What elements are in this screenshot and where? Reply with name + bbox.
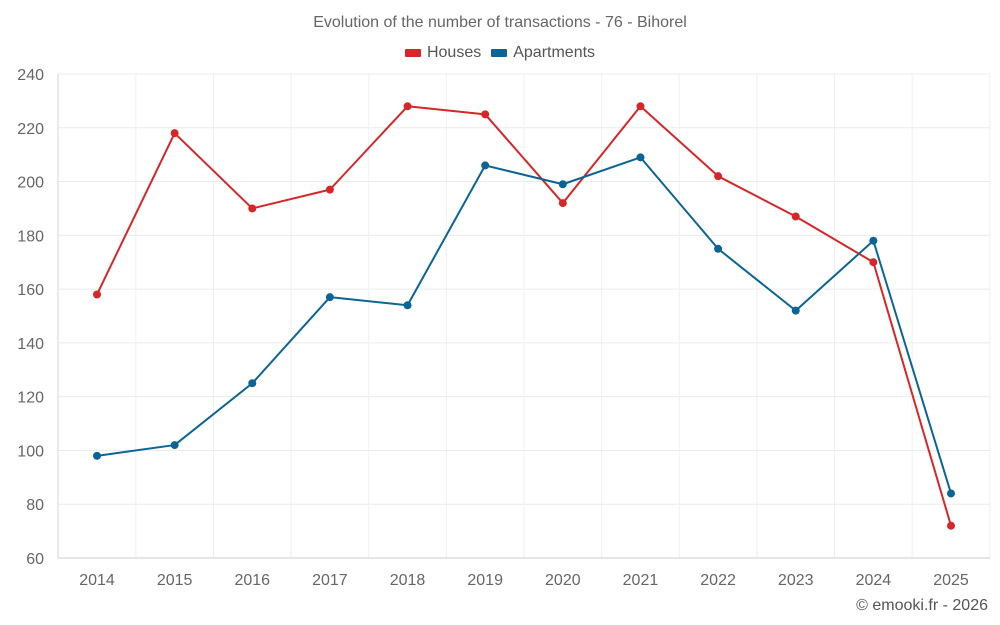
x-tick-label-2023: 2023 (778, 572, 814, 589)
point-houses-2023 (791, 212, 800, 221)
point-apartments-2014 (93, 451, 101, 460)
point-houses-2022 (714, 172, 723, 181)
x-tick-label-2015: 2015 (157, 572, 193, 589)
x-tick-label-2025: 2025 (933, 572, 969, 589)
point-apartments-2019 (481, 161, 490, 170)
legend-swatch-houses (404, 49, 421, 57)
point-houses-2017 (325, 185, 334, 194)
legend-item-apartments[interactable]: Apartments (491, 44, 595, 62)
x-tick-label-2016: 2016 (234, 572, 270, 589)
point-houses-2016 (248, 204, 257, 213)
legend-swatch-apartments (491, 49, 508, 57)
credit-text: © emooki.fr - 2026 (856, 597, 988, 614)
legend-label-houses: Houses (426, 44, 482, 61)
point-apartments-2020 (558, 180, 567, 189)
legend: Houses Apartments (0, 44, 1000, 62)
series-group (93, 102, 955, 530)
x-tick-label-2014: 2014 (79, 572, 115, 589)
x-tick-label-2021: 2021 (623, 572, 659, 589)
x-tick-label-2018: 2018 (390, 572, 426, 589)
x-tick-label-2022: 2022 (700, 572, 736, 589)
grid (57, 73, 991, 558)
series-line-houses (96, 105, 952, 527)
y-tick-label-160: 160 (17, 282, 44, 299)
point-houses-2024 (869, 258, 878, 267)
legend-label-apartments: Apartments (513, 44, 596, 61)
point-houses-2018 (403, 102, 412, 111)
point-houses-2020 (558, 199, 567, 208)
point-apartments-2017 (325, 293, 334, 302)
y-tick-label-100: 100 (17, 443, 44, 460)
point-houses-2015 (170, 129, 179, 138)
point-houses-2014 (93, 290, 101, 299)
point-apartments-2016 (248, 379, 257, 388)
point-apartments-2018 (403, 301, 412, 310)
y-tick-label-80: 80 (26, 497, 44, 514)
y-tick-label-240: 240 (17, 67, 44, 84)
y-tick-label-200: 200 (17, 175, 44, 192)
point-apartments-2015 (170, 441, 179, 450)
y-tick-label-120: 120 (17, 390, 44, 407)
point-apartments-2023 (791, 306, 800, 315)
point-houses-2025 (947, 521, 955, 530)
x-tick-label-2020: 2020 (545, 572, 581, 589)
axes (57, 74, 990, 559)
point-apartments-2024 (869, 236, 878, 245)
point-houses-2021 (636, 102, 645, 111)
chart-title: Evolution of the number of transactions … (313, 14, 687, 31)
point-houses-2019 (481, 110, 490, 119)
y-tick-label-140: 140 (17, 336, 44, 353)
x-tick-label-2024: 2024 (856, 572, 892, 589)
tick-labels: 60 80 100 120 140 160 180 200 220 240 2014 2015 2016… (17, 67, 969, 589)
series-line-apartments (96, 156, 952, 494)
point-apartments-2021 (636, 153, 645, 162)
y-tick-label-180: 180 (17, 228, 44, 245)
legend-item-houses[interactable]: Houses (404, 44, 482, 62)
x-tick-label-2017: 2017 (312, 572, 348, 589)
y-tick-label-220: 220 (17, 121, 44, 138)
y-tick-label-60: 60 (26, 551, 44, 568)
x-tick-label-2019: 2019 (467, 572, 503, 589)
point-apartments-2022 (714, 244, 723, 253)
point-apartments-2025 (947, 489, 955, 498)
